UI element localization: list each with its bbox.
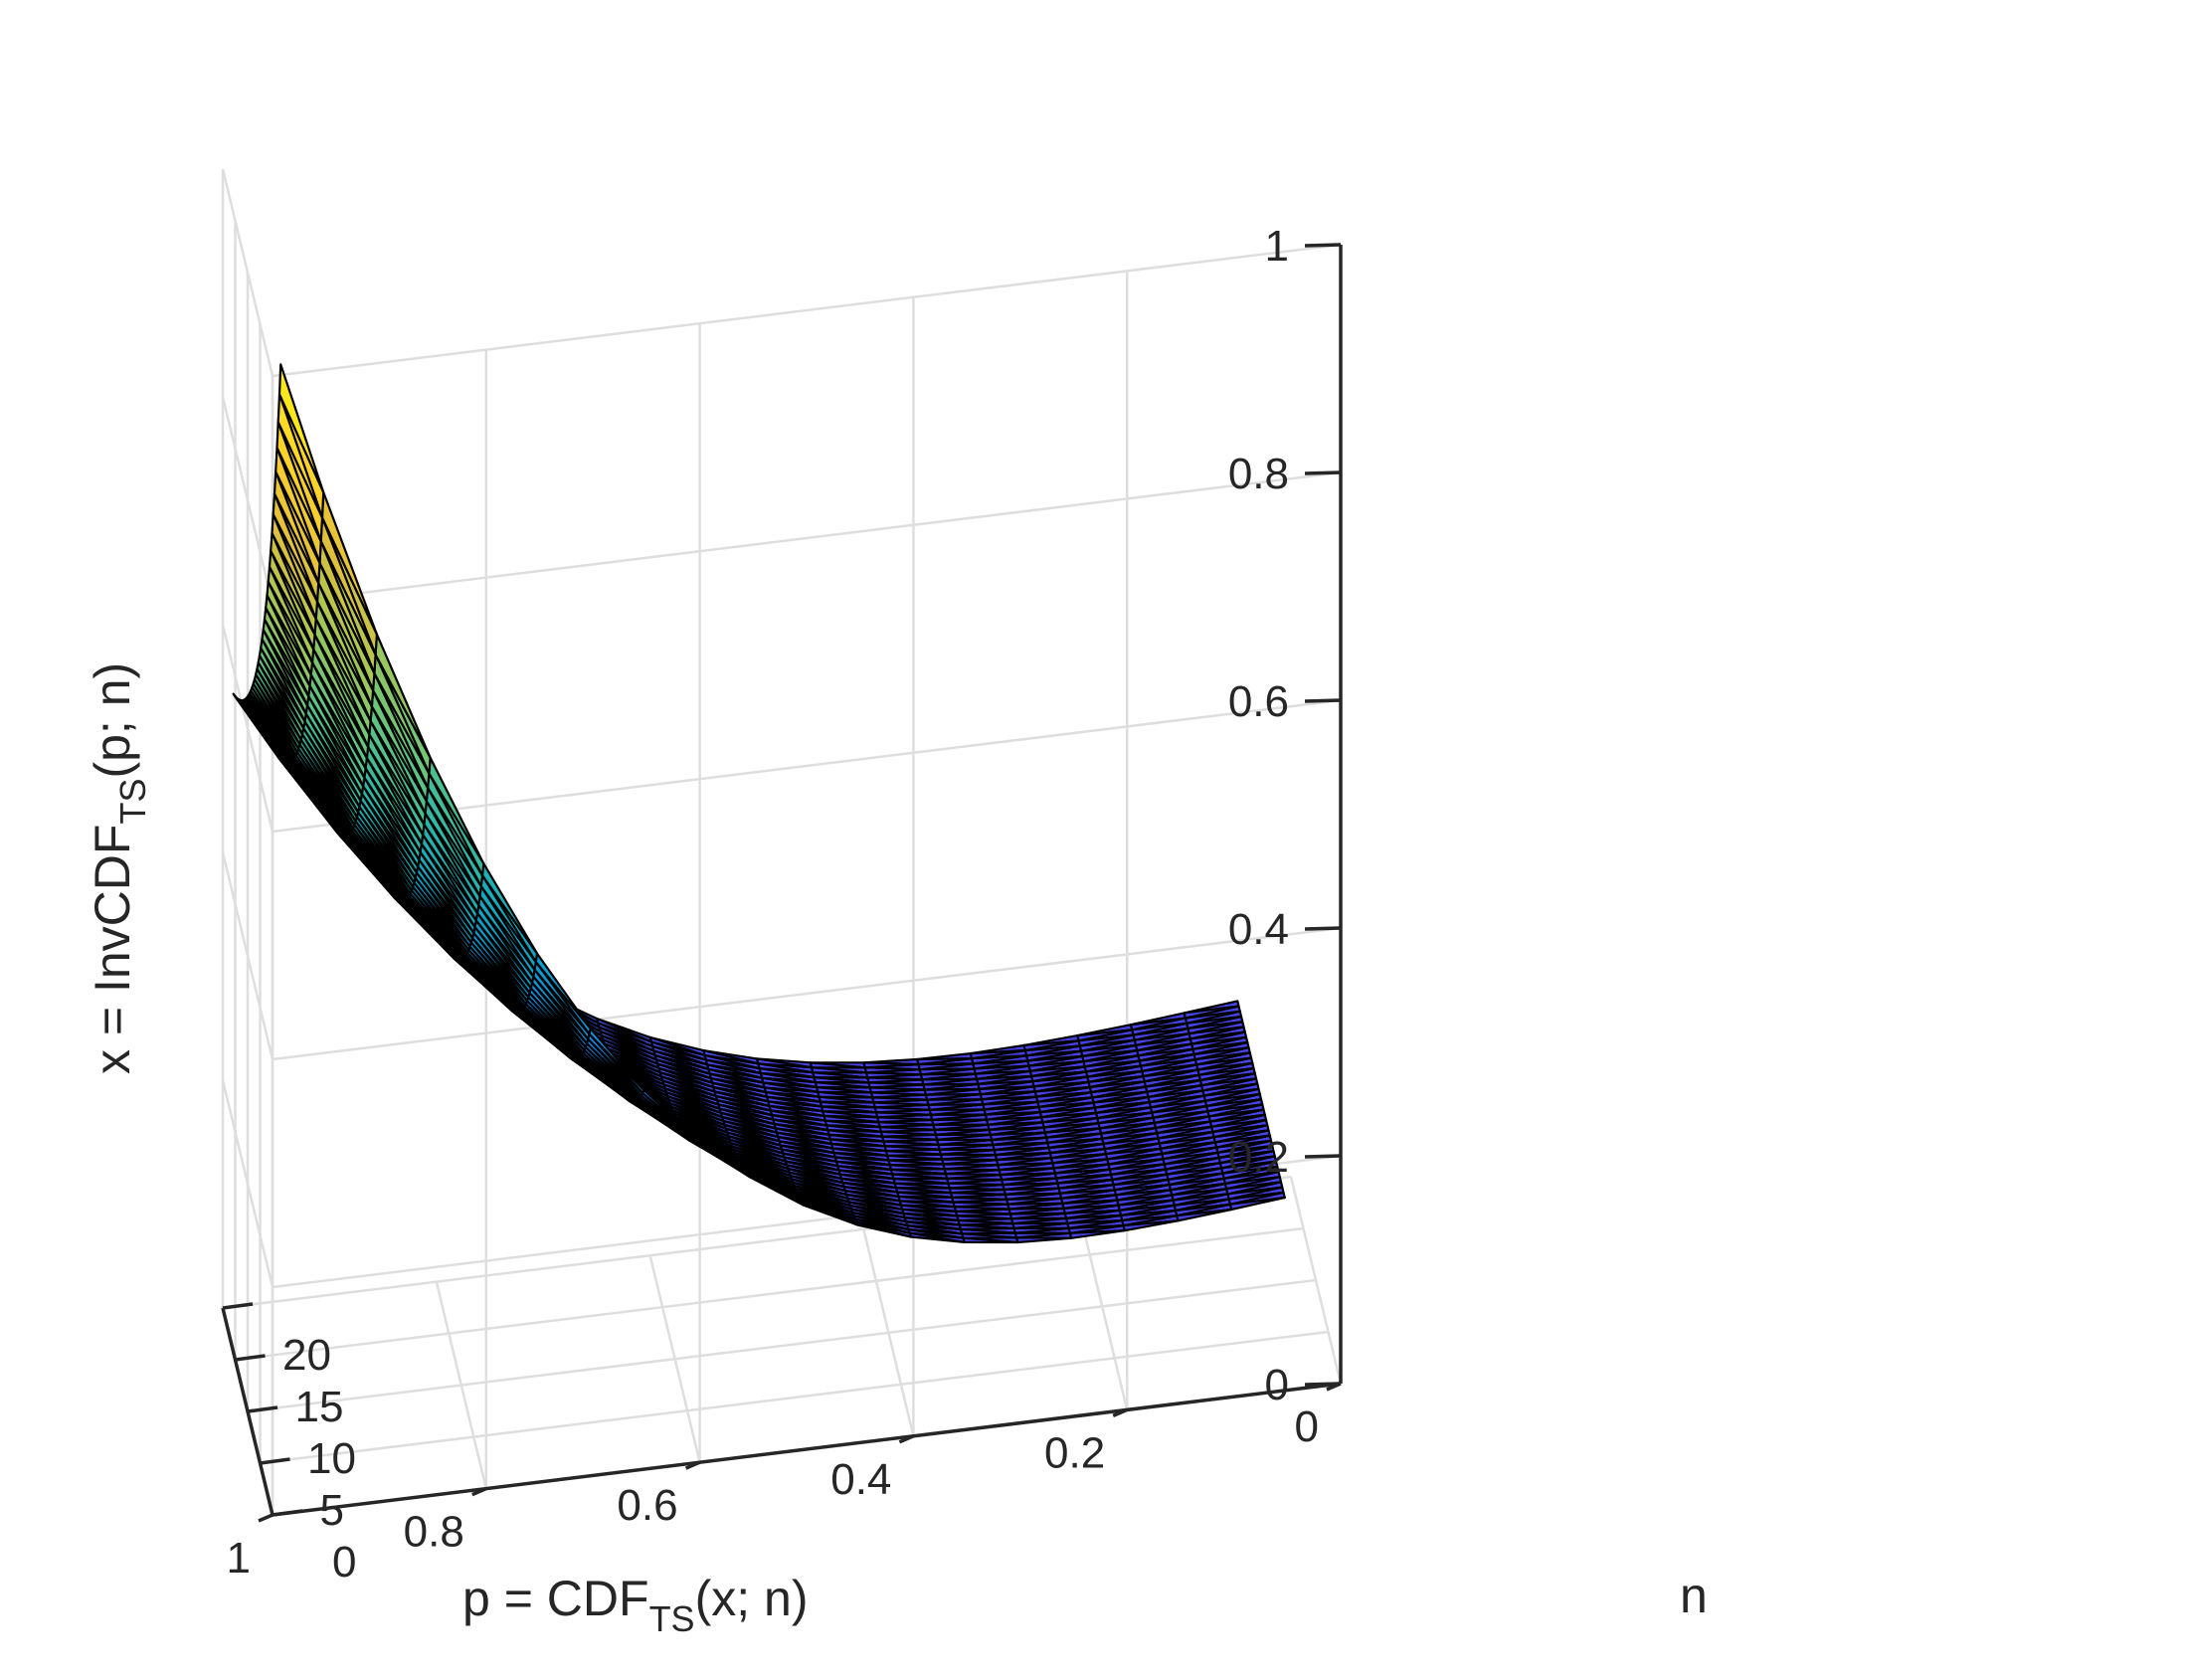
surface-facet bbox=[255, 667, 301, 746]
surface-facet bbox=[261, 628, 307, 715]
x-tick-label: 1 bbox=[227, 1534, 251, 1583]
x-axis-label: p = CDFTS(x; n) bbox=[462, 1571, 809, 1639]
z-gridline bbox=[272, 470, 1342, 606]
surface-facet bbox=[253, 672, 300, 750]
surface-facet bbox=[257, 653, 304, 736]
y-tick-label: 5 bbox=[320, 1486, 344, 1535]
surface-facet bbox=[277, 363, 325, 493]
z-axis-label: x = InvCDFTS(p; n) bbox=[85, 661, 153, 1074]
x-tick-label: 0.8 bbox=[404, 1508, 464, 1557]
surface-facet bbox=[248, 689, 295, 762]
x-tick bbox=[258, 1513, 274, 1523]
z-tick-label: 1 bbox=[1265, 222, 1289, 271]
surface-facet bbox=[265, 594, 311, 687]
surface-facet bbox=[258, 647, 305, 730]
surface-facet bbox=[268, 549, 315, 651]
y-tick-label: 15 bbox=[295, 1383, 344, 1431]
z-tick-label: 0.2 bbox=[1228, 1133, 1289, 1182]
y-tick-label: 10 bbox=[307, 1434, 356, 1483]
z-gridline bbox=[272, 243, 1342, 378]
z-tick-label: 0.6 bbox=[1228, 677, 1289, 726]
y-tick-label: 0 bbox=[332, 1538, 356, 1587]
z-tick-label: 0 bbox=[1265, 1361, 1289, 1409]
surface-facet bbox=[1068, 1229, 1126, 1239]
surface-facet bbox=[267, 565, 314, 664]
x-tick-label: 0 bbox=[1295, 1402, 1319, 1451]
x-tick-label: 0.4 bbox=[830, 1455, 891, 1504]
surface-facet bbox=[275, 421, 322, 543]
surface-facet bbox=[262, 618, 309, 707]
z-tick bbox=[1304, 243, 1342, 248]
x-tick bbox=[898, 1434, 915, 1444]
surface-facet bbox=[272, 492, 319, 603]
x-tick-label: 0.6 bbox=[617, 1481, 677, 1530]
surface-facet bbox=[252, 677, 299, 754]
surface-facet bbox=[251, 682, 297, 757]
surface-facet bbox=[1014, 1236, 1073, 1244]
y-gridline bbox=[247, 1278, 1317, 1413]
x-tick bbox=[471, 1486, 487, 1497]
z-tick bbox=[1304, 470, 1342, 475]
axes bbox=[221, 243, 1343, 1523]
surface-facet bbox=[263, 606, 310, 698]
surface-facet bbox=[256, 660, 302, 741]
z-tick bbox=[1304, 1154, 1342, 1159]
surface-facet bbox=[276, 393, 324, 519]
z-tick-label: 0.4 bbox=[1228, 905, 1289, 954]
y-tick bbox=[247, 1405, 278, 1413]
z-tick bbox=[1304, 1382, 1342, 1387]
z-tick bbox=[1304, 926, 1342, 931]
y-gridline bbox=[235, 1226, 1304, 1362]
surface-facet bbox=[271, 512, 317, 621]
x-tick bbox=[1112, 1407, 1128, 1418]
x-tick bbox=[684, 1460, 701, 1470]
y-tick bbox=[222, 1302, 254, 1310]
surface-facet bbox=[270, 531, 316, 637]
x-tick-label: 0.2 bbox=[1044, 1428, 1105, 1477]
surface-facet bbox=[260, 638, 306, 723]
y-tick bbox=[260, 1457, 290, 1465]
y-tick-label: 20 bbox=[282, 1331, 331, 1380]
surface-facet bbox=[266, 580, 312, 676]
surface-mesh bbox=[232, 363, 1286, 1244]
surface-facet bbox=[250, 685, 296, 760]
x-axis-line bbox=[272, 1382, 1342, 1517]
y-gridline bbox=[260, 1330, 1329, 1465]
z-gridline bbox=[272, 926, 1342, 1061]
x-tick bbox=[1326, 1382, 1342, 1392]
surface-facet bbox=[273, 470, 320, 585]
y-tick bbox=[235, 1354, 266, 1362]
z-tick bbox=[1304, 698, 1342, 703]
y-tick bbox=[272, 1509, 303, 1517]
surface-facet bbox=[275, 447, 321, 565]
z-tick-label: 0.8 bbox=[1228, 450, 1289, 498]
y-axis-label: n bbox=[1680, 1568, 1708, 1623]
